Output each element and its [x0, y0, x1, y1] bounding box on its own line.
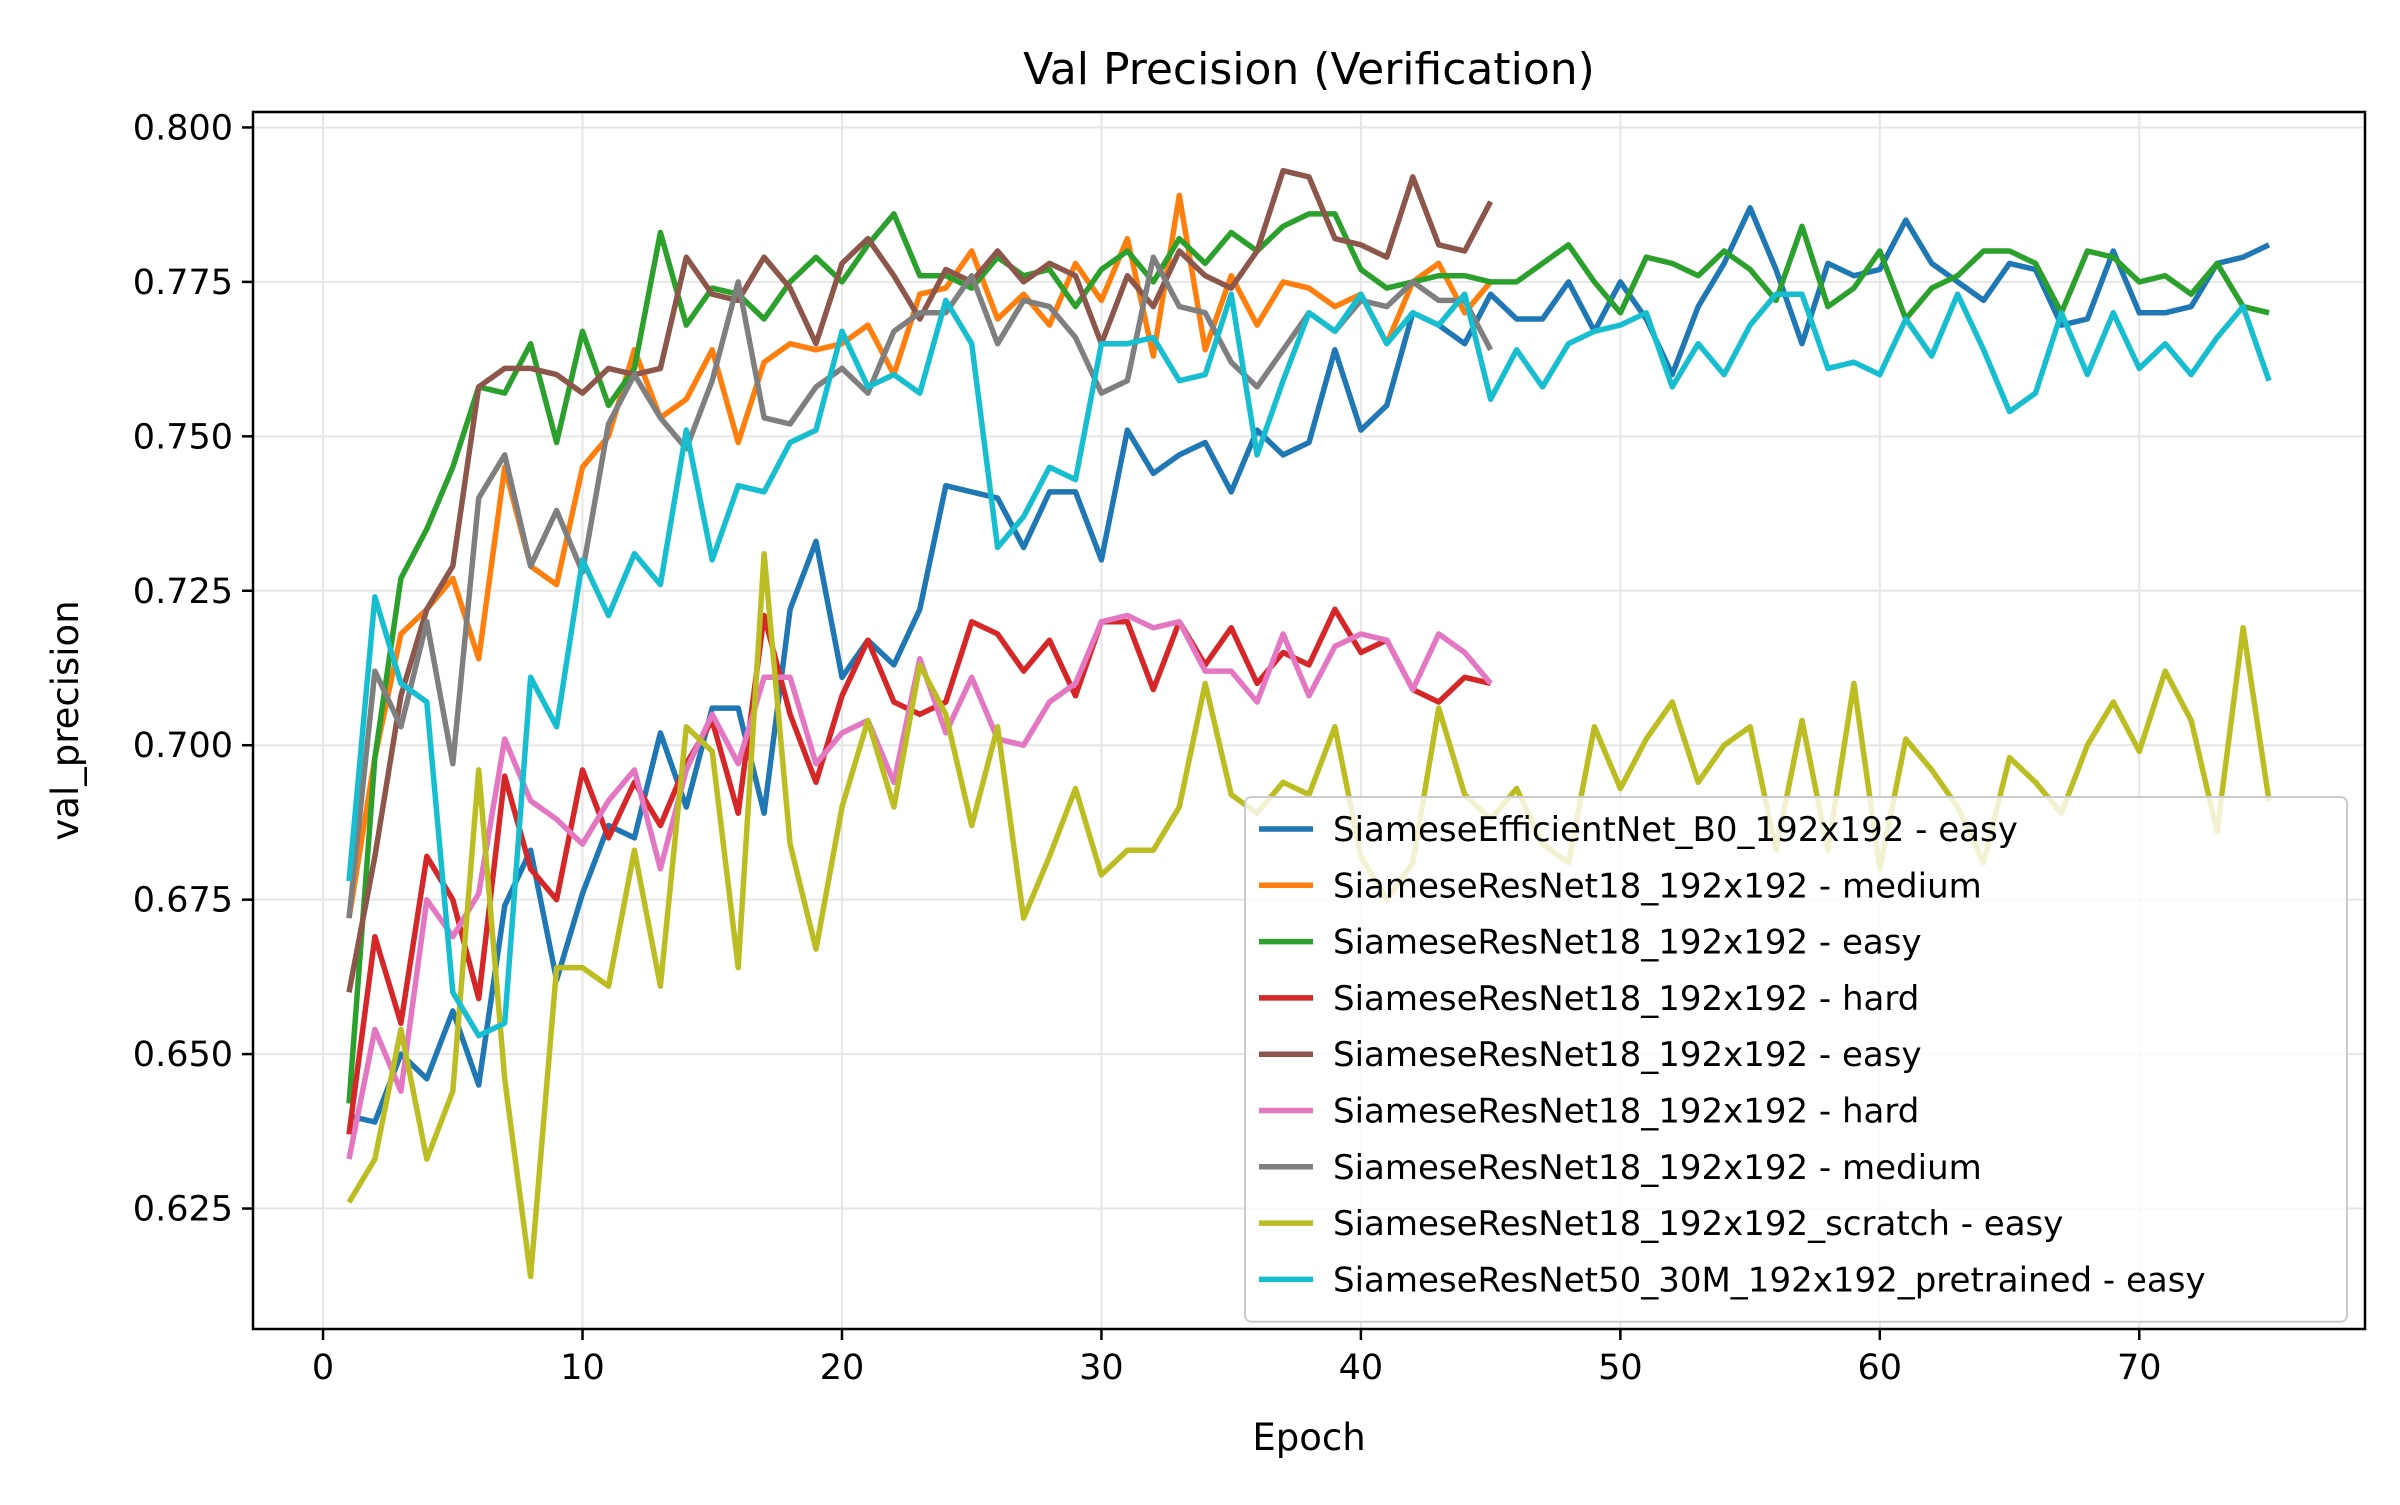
legend-label: SiameseResNet18_192x192 - medium	[1333, 866, 1982, 906]
x-tick-label: 60	[1858, 1348, 1903, 1388]
legend-label: SiameseEfficientNet_B0_192x192 - easy	[1333, 810, 2018, 850]
axis-ticks: 0 10 20 30 40 50 60 70 0.625 0.650 0.675 0.700 0.725…	[133, 108, 2162, 1388]
legend-label: SiameseResNet18_192x192 - hard	[1333, 979, 1919, 1019]
series-line-9	[346, 291, 2272, 1039]
y-tick-label: 0.625	[133, 1190, 233, 1230]
legend-label: SiameseResNet18_192x192_scratch - easy	[1333, 1204, 2063, 1244]
chart-title: Val Precision (Verification)	[1023, 44, 1595, 95]
legend-label: SiameseResNet18_192x192 - medium	[1333, 1148, 1982, 1188]
legend-label: SiameseResNet18_192x192 - hard	[1333, 1092, 1919, 1132]
legend-label: SiameseResNet18_192x192 - easy	[1333, 923, 1922, 963]
y-tick-label: 0.750	[133, 417, 233, 457]
x-tick-label: 20	[820, 1348, 865, 1388]
legend-box	[1244, 796, 2348, 1323]
x-axis-label: Epoch	[1252, 1416, 1365, 1459]
legend-label: SiameseResNet50_30M_192x192_pretrained -…	[1333, 1260, 2206, 1300]
series-line-1	[348, 205, 2271, 1125]
y-tick-label: 0.800	[133, 108, 233, 148]
y-tick-label: 0.675	[133, 881, 233, 921]
series-lines	[346, 167, 2272, 1280]
x-tick-label: 50	[1598, 1348, 1643, 1388]
series-line-8	[346, 550, 2272, 1280]
series-line-5	[346, 167, 1494, 993]
plot-frame	[251, 110, 2367, 1331]
series-line-6	[346, 612, 1493, 1160]
series-line-3	[346, 211, 2270, 1104]
series-line-4	[346, 606, 1492, 1135]
legend-label: SiameseResNet18_192x192 - easy	[1333, 1035, 1922, 1075]
legend: SiameseEfficientNet_B0_192x192 - easy Sia…	[1244, 796, 2348, 1323]
x-tick-label: 70	[2117, 1348, 2162, 1388]
series-line-2	[346, 192, 1493, 919]
y-axis-label: val_precision	[44, 600, 87, 840]
x-tick-label: 30	[1079, 1348, 1124, 1388]
y-tick-label: 0.650	[133, 1035, 233, 1075]
y-tick-label: 0.700	[133, 726, 233, 766]
y-tick-label: 0.725	[133, 572, 233, 612]
x-tick-label: 40	[1339, 1348, 1384, 1388]
series-line-7	[346, 254, 1494, 919]
x-tick-label: 10	[560, 1348, 605, 1388]
x-tick-label: 0	[312, 1348, 334, 1388]
y-tick-label: 0.775	[133, 263, 233, 303]
